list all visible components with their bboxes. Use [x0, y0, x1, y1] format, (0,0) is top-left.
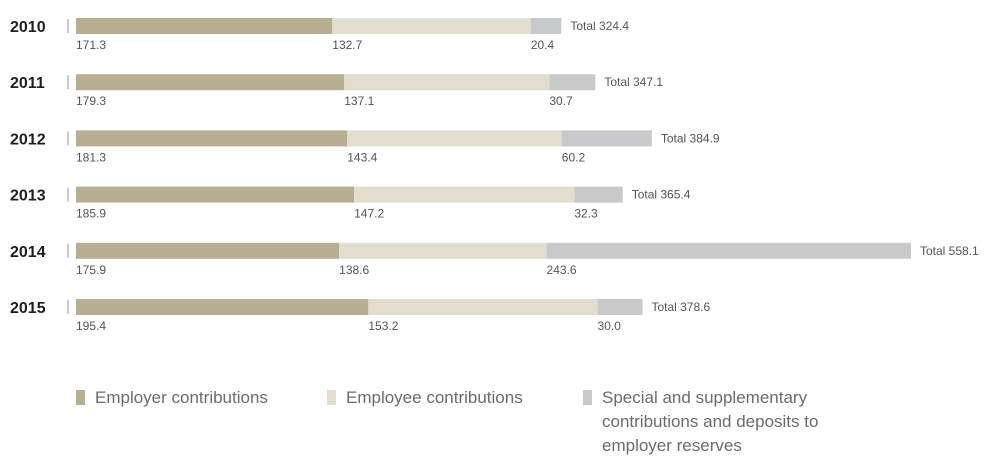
year-label: 2013 [10, 188, 46, 205]
data-label: 153.2 [368, 319, 398, 333]
year-label: 2010 [10, 19, 46, 36]
data-label: 179.3 [76, 94, 106, 108]
bar-segment-3 [546, 242, 911, 259]
data-label: 243.6 [547, 263, 577, 277]
legend-label: Special and supplementary [602, 388, 808, 407]
legend-swatch [76, 390, 85, 405]
bar-segment-1 [76, 186, 355, 203]
legend: Employer contributions Employee contribut… [76, 388, 818, 455]
bar-row-2012: 2012 181.3 143.4 60.2 Total 384.9 [10, 130, 720, 164]
total-label: Total 378.6 [651, 300, 710, 314]
year-label: 2012 [10, 131, 46, 148]
bars-layer: 2010 171.3 132.7 20.4 Total 324.4 2011 179.3 13… [10, 18, 979, 333]
bar-segment-3 [597, 299, 643, 315]
data-label: 138.6 [339, 263, 369, 277]
total-label: Total 558.1 [920, 244, 979, 258]
bar-segment-2 [368, 299, 598, 315]
data-label: 195.4 [76, 319, 106, 333]
legend-swatch [583, 390, 592, 405]
bar-segment-2 [354, 186, 575, 203]
legend-swatch [327, 390, 336, 405]
bar-row-2013: 2013 185.9 147.2 32.3 Total 365.4 [10, 186, 691, 221]
data-label: 60.2 [562, 150, 586, 164]
bar-segment-2 [332, 18, 531, 34]
bar-row-2010: 2010 171.3 132.7 20.4 Total 324.4 [10, 18, 629, 52]
data-label: 175.9 [76, 263, 106, 277]
bar-segment-2 [339, 242, 547, 259]
data-label: 137.1 [344, 94, 374, 108]
legend-item-2: Employee contributions [327, 388, 523, 407]
total-label: Total 324.4 [570, 19, 629, 33]
total-label: Total 365.4 [632, 188, 691, 202]
total-label: Total 347.1 [604, 75, 663, 89]
bar-segment-1 [76, 299, 369, 315]
data-label: 30.0 [598, 319, 622, 333]
bar-segment-3 [561, 130, 652, 147]
legend-label: contributions and deposits to [602, 412, 818, 431]
bar-segment-1 [76, 74, 345, 91]
legend-item-3: Special and supplementary contributions a… [583, 388, 818, 455]
data-label: 143.4 [347, 150, 377, 164]
data-label: 132.7 [332, 38, 362, 52]
data-label: 30.7 [549, 94, 573, 108]
data-label: 181.3 [76, 150, 106, 164]
legend-item-1: Employer contributions [76, 388, 268, 407]
bar-segment-2 [347, 130, 562, 147]
year-label: 2014 [10, 244, 46, 261]
bar-segment-1 [76, 242, 340, 259]
legend-label: employer reserves [602, 436, 742, 455]
data-label: 171.3 [76, 38, 106, 52]
data-label: 185.9 [76, 207, 106, 221]
bar-segment-3 [574, 186, 623, 203]
bar-segment-3 [549, 74, 596, 91]
bar-segment-1 [76, 130, 348, 147]
bar-row-2014: 2014 175.9 138.6 243.6 Total 558.1 [10, 242, 979, 277]
bar-row-2011: 2011 179.3 137.1 30.7 Total 347.1 [10, 74, 663, 108]
legend-label: Employee contributions [346, 388, 523, 407]
bar-row-2015: 2015 195.4 153.2 30.0 Total 378.6 [10, 299, 710, 333]
year-label: 2011 [10, 75, 45, 92]
bar-segment-3 [530, 18, 562, 34]
data-label: 20.4 [531, 38, 555, 52]
legend-label: Employer contributions [95, 388, 268, 407]
bar-segment-2 [344, 74, 550, 91]
total-label: Total 384.9 [661, 131, 720, 145]
data-label: 147.2 [354, 207, 384, 221]
year-label: 2015 [10, 300, 46, 317]
data-label: 32.3 [574, 207, 598, 221]
bar-segment-1 [76, 18, 333, 34]
